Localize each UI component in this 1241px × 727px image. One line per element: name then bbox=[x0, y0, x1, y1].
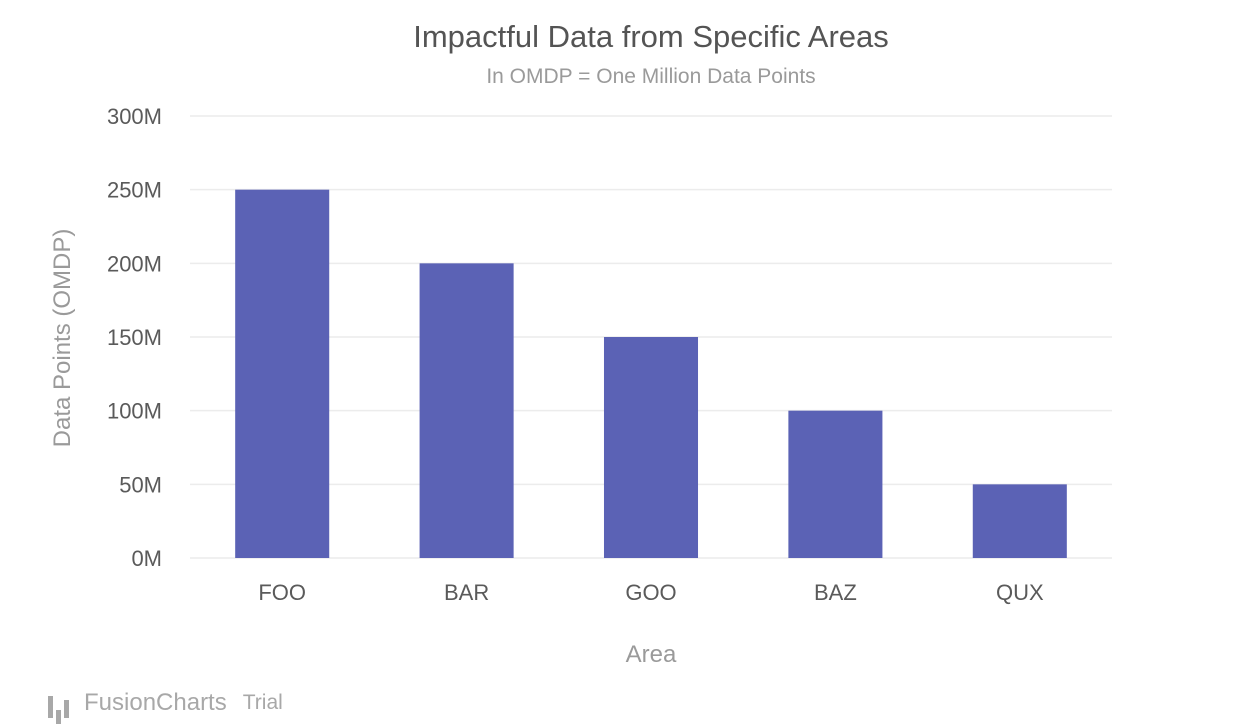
bar-goo[interactable] bbox=[603, 337, 699, 558]
x-tick-label: FOO bbox=[258, 580, 306, 605]
y-tick-label: 50M bbox=[119, 472, 162, 497]
watermark-brand: FusionCharts bbox=[84, 689, 227, 716]
y-tick-label: 250M bbox=[107, 178, 162, 203]
watermark[interactable]: FusionCharts Trial bbox=[48, 686, 283, 724]
fusioncharts-logo-icon bbox=[48, 688, 74, 724]
y-axis-label: Data Points (OMDP) bbox=[49, 229, 76, 448]
x-tick-label: QUX bbox=[996, 580, 1044, 605]
chart-subtitle: In OMDP = One Million Data Points bbox=[486, 65, 815, 88]
y-tick-label: 100M bbox=[107, 399, 162, 424]
bar-foo[interactable] bbox=[235, 189, 330, 558]
y-tick-label: 300M bbox=[107, 104, 162, 129]
watermark-trial: Trial bbox=[242, 691, 283, 714]
y-tick-label: 150M bbox=[107, 325, 162, 350]
bars bbox=[235, 189, 1067, 558]
x-tick-label: GOO bbox=[625, 580, 676, 605]
y-tick-label: 200M bbox=[107, 251, 162, 276]
bar-baz[interactable] bbox=[788, 410, 883, 558]
x-tick-label: BAZ bbox=[814, 580, 857, 605]
x-tick-label: BAR bbox=[444, 580, 489, 605]
x-axis-label: Area bbox=[626, 641, 677, 668]
chart-title: Impactful Data from Specific Areas bbox=[413, 19, 889, 54]
bar-bar[interactable] bbox=[419, 263, 514, 558]
y-tick-label: 0M bbox=[131, 546, 162, 571]
y-axis-ticks: 0M 50M 100M 150M 200M 250M 300M bbox=[107, 104, 162, 571]
x-axis-ticks: FOO BAR GOO BAZ QUX bbox=[258, 580, 1044, 605]
bar-qux[interactable] bbox=[972, 484, 1067, 558]
